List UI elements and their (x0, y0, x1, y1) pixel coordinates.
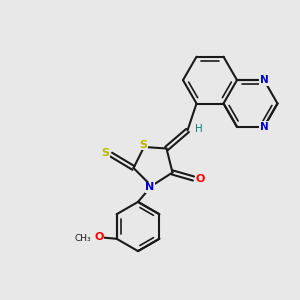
Text: N: N (260, 75, 268, 85)
Text: N: N (146, 182, 154, 193)
Text: O: O (195, 173, 205, 184)
Text: H: H (195, 124, 203, 134)
Text: S: S (102, 148, 110, 158)
Text: N: N (260, 122, 268, 132)
Text: S: S (140, 140, 147, 150)
Text: CH₃: CH₃ (74, 234, 91, 243)
Text: O: O (94, 232, 104, 242)
